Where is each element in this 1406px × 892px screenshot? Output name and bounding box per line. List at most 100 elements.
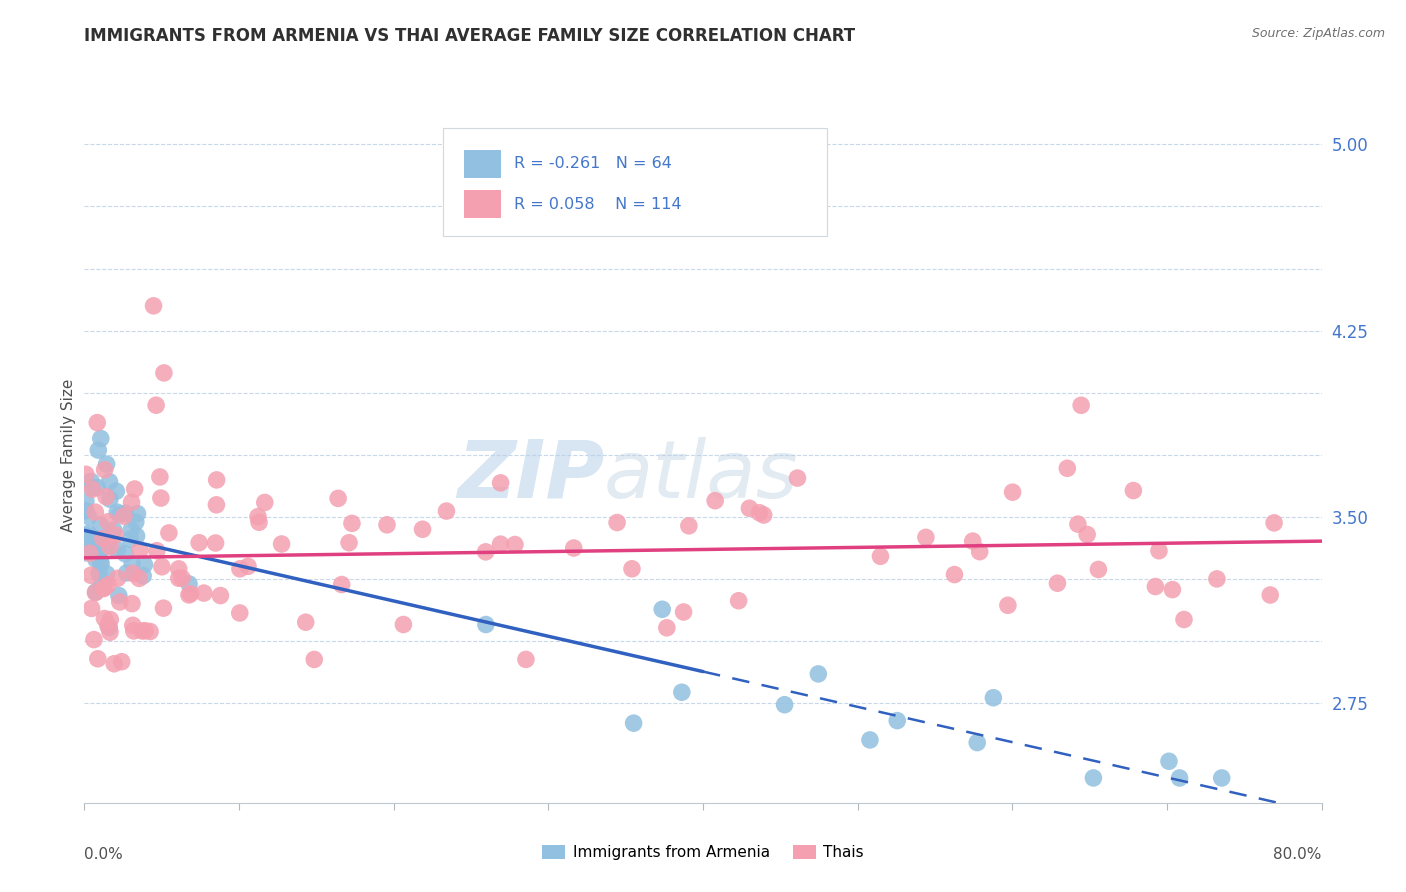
Point xyxy=(655,621,678,635)
Point xyxy=(146,543,169,558)
Point xyxy=(75,546,97,560)
Point xyxy=(236,559,259,574)
Point xyxy=(84,585,107,599)
Point xyxy=(84,585,107,599)
Point xyxy=(87,652,110,666)
Point xyxy=(177,577,200,591)
Point xyxy=(104,528,127,542)
Point xyxy=(94,490,117,504)
Point xyxy=(149,491,172,505)
Point xyxy=(84,505,107,519)
Point xyxy=(125,515,148,529)
Point xyxy=(1070,398,1092,412)
Point xyxy=(671,685,693,699)
Point xyxy=(107,543,129,558)
Point xyxy=(79,546,101,560)
Point xyxy=(98,540,121,554)
Point xyxy=(167,562,190,576)
Point xyxy=(121,495,143,509)
Point xyxy=(294,615,316,630)
Point xyxy=(132,569,155,583)
Point xyxy=(1173,613,1195,627)
Point xyxy=(134,558,156,572)
Point xyxy=(89,554,111,568)
Point xyxy=(111,655,134,669)
Point xyxy=(172,571,194,585)
Point xyxy=(98,625,121,640)
Point xyxy=(247,515,270,529)
Point xyxy=(122,624,145,638)
Point xyxy=(177,588,200,602)
Point xyxy=(1157,754,1180,768)
Point xyxy=(128,543,150,558)
Point xyxy=(1056,461,1078,475)
Point xyxy=(105,484,128,499)
Point xyxy=(145,398,167,412)
Point xyxy=(125,529,148,543)
Point xyxy=(678,518,700,533)
Text: atlas: atlas xyxy=(605,437,799,515)
Point xyxy=(1211,771,1233,785)
Point xyxy=(98,475,121,489)
Point xyxy=(1087,562,1109,576)
Point xyxy=(1046,576,1069,591)
Point xyxy=(82,480,104,494)
Point xyxy=(86,416,108,430)
Point xyxy=(124,482,146,496)
Point xyxy=(1001,485,1024,500)
Point xyxy=(326,491,349,506)
Text: 0.0%: 0.0% xyxy=(84,847,124,863)
Point xyxy=(115,566,138,580)
Text: ZIP: ZIP xyxy=(457,437,605,515)
Point xyxy=(80,475,103,489)
Point xyxy=(188,535,211,549)
Point xyxy=(112,509,135,524)
Point xyxy=(127,507,149,521)
Point xyxy=(474,545,496,559)
Point xyxy=(89,566,111,581)
Point xyxy=(97,515,120,529)
Point xyxy=(98,613,121,627)
Point xyxy=(97,619,120,633)
Point xyxy=(122,566,145,581)
Point xyxy=(869,549,891,564)
Point xyxy=(128,571,150,585)
Point xyxy=(651,602,673,616)
Point xyxy=(167,571,190,585)
Point xyxy=(270,537,292,551)
Point xyxy=(142,299,165,313)
Point xyxy=(738,501,761,516)
Point xyxy=(983,690,1005,705)
Point xyxy=(412,522,434,536)
Point xyxy=(773,698,796,712)
Point xyxy=(1076,527,1098,541)
Point xyxy=(727,593,749,607)
Point xyxy=(340,516,363,531)
Point xyxy=(121,557,143,571)
Point xyxy=(75,467,97,482)
Point xyxy=(253,495,276,509)
Point xyxy=(121,597,143,611)
Point xyxy=(966,735,988,749)
Point xyxy=(503,537,526,551)
Point xyxy=(82,482,104,496)
Point xyxy=(623,716,645,731)
Point xyxy=(1147,543,1170,558)
Point xyxy=(98,492,121,507)
Point xyxy=(108,589,131,603)
Point xyxy=(80,541,103,555)
Point xyxy=(1144,580,1167,594)
Point xyxy=(75,504,97,518)
Point xyxy=(77,509,100,524)
Text: 80.0%: 80.0% xyxy=(1274,847,1322,863)
Point xyxy=(786,471,808,485)
Point xyxy=(1263,516,1285,530)
Point xyxy=(121,618,143,632)
Point xyxy=(620,562,643,576)
Legend: Immigrants from Armenia, Thais: Immigrants from Armenia, Thais xyxy=(536,839,870,866)
Point xyxy=(1083,771,1105,785)
Point xyxy=(75,494,97,508)
Point xyxy=(672,605,695,619)
Point xyxy=(392,617,415,632)
Point xyxy=(204,536,226,550)
